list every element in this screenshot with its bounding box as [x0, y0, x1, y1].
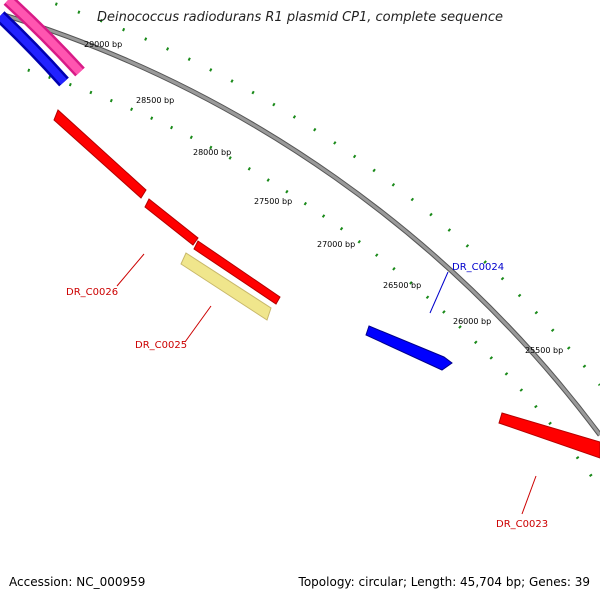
gene-red-1[interactable]	[53, 109, 147, 199]
scale-label-26500: 26500 bp	[383, 281, 421, 290]
summary-text: Topology: circular; Length: 45,704 bp; G…	[298, 575, 590, 589]
gene-label-leaders	[116, 253, 537, 515]
scale-label-27500: 27500 bp	[254, 197, 292, 206]
backbone-ring	[3, 12, 600, 437]
gene-red-3[interactable]	[193, 240, 281, 305]
gene-label-DR_C0026: DR_C0026	[66, 287, 118, 298]
scale-label-25500: 25500 bp	[525, 346, 563, 355]
scale-label-27000: 27000 bp	[317, 240, 355, 249]
scale-label-26000: 26000 bp	[453, 317, 491, 326]
scale-label-29000: 29000 bp	[84, 40, 122, 49]
inner-strand-genes	[53, 109, 600, 459]
scale-label-28500: 28500 bp	[136, 96, 174, 105]
outer-strand-genes	[0, 0, 453, 371]
gene-DR_C0025[interactable]	[180, 252, 272, 321]
map-title: Deinococcus radiodurans R1 plasmid CP1, …	[96, 10, 504, 25]
accession-text: Accession: NC_000959	[9, 575, 146, 589]
gene-labels: DR_C0026 DR_C0025 DR_C0024 DR_C0023	[66, 262, 548, 530]
gene-label-DR_C0024: DR_C0024	[452, 262, 504, 273]
gene-DR_C0024[interactable]	[365, 325, 453, 371]
gene-DR_C0026[interactable]	[144, 198, 199, 246]
gene-label-DR_C0023: DR_C0023	[496, 519, 548, 530]
gene-label-DR_C0025: DR_C0025	[135, 340, 187, 351]
scale-labels: 29000 bp 28500 bp 28000 bp 27500 bp 2700…	[84, 40, 563, 355]
scale-label-28000: 28000 bp	[193, 148, 231, 157]
gene-DR_C0023[interactable]	[498, 412, 600, 459]
